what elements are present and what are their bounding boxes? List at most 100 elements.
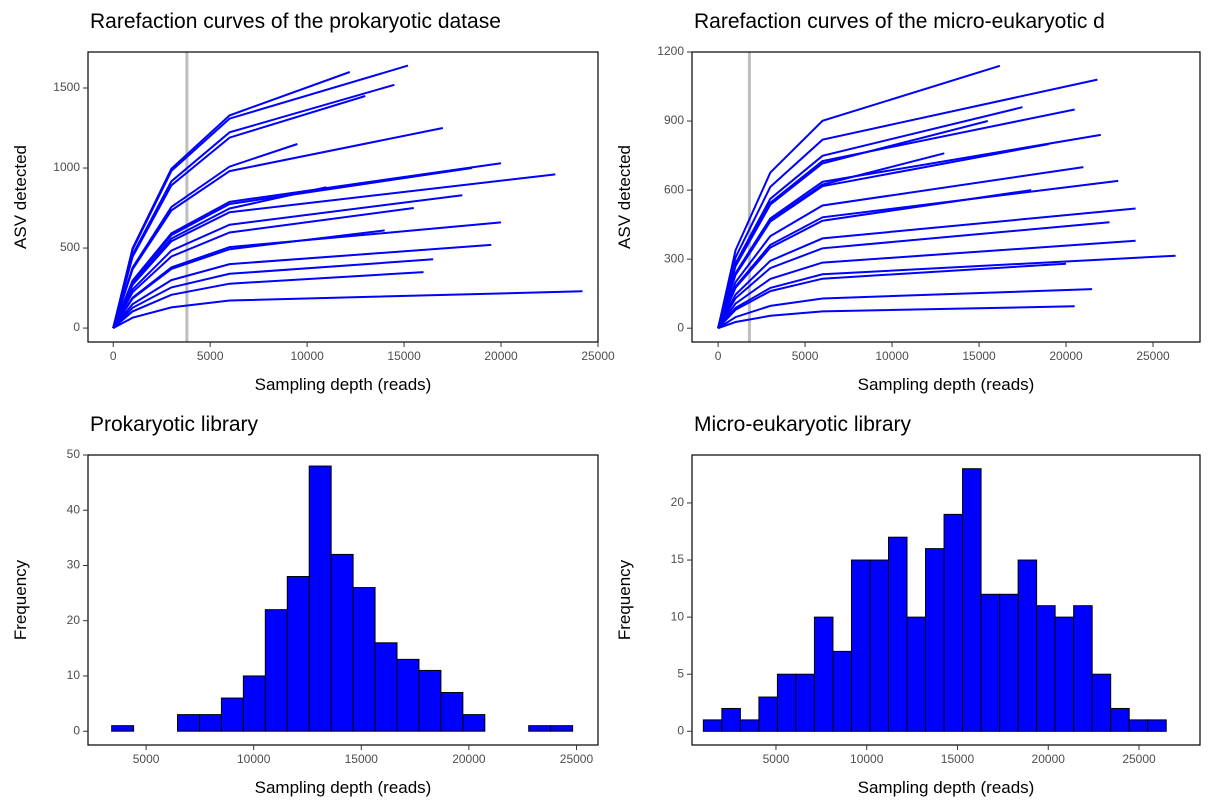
- rarefaction-curve: [717, 305, 1075, 330]
- histogram-bar: [220, 697, 244, 732]
- histogram-bar: [1110, 707, 1130, 732]
- panel: Prokaryotic library Sampling depth (reads…: [11, 413, 599, 797]
- histogram-bar: [813, 616, 834, 732]
- histogram-bar: [721, 707, 741, 732]
- histogram-bar: [111, 725, 135, 732]
- x-tick-label: 5000: [792, 349, 819, 363]
- y-tick-label: 15: [671, 552, 685, 566]
- rarefaction-curve: [717, 166, 1084, 329]
- x-tick-label: 10000: [290, 349, 324, 363]
- x-tick-label: 0: [110, 349, 117, 363]
- x-tick-label: 15000: [345, 752, 379, 766]
- histogram-bar: [330, 553, 354, 732]
- rarefaction-curve: [717, 207, 1136, 329]
- histogram-bar: [739, 719, 760, 732]
- histogram-bar: [462, 714, 486, 732]
- x-tick-label: 5000: [197, 349, 224, 363]
- x-axis-label: Sampling depth (reads): [255, 375, 432, 394]
- rarefaction-curve: [717, 262, 1067, 329]
- y-tick-label: 0: [677, 320, 684, 334]
- x-tick-label: 20000: [1032, 752, 1066, 766]
- rarefaction-curve: [717, 64, 1001, 329]
- histogram-bar: [308, 465, 332, 732]
- histogram-bar: [440, 692, 464, 732]
- rarefaction-curve: [717, 288, 1093, 330]
- rarefaction-curve: [112, 173, 556, 329]
- x-tick-label: 0: [715, 349, 722, 363]
- y-tick-label: 1200: [657, 44, 684, 58]
- rarefaction-curve: [717, 189, 1032, 329]
- histogram-bar: [242, 675, 266, 732]
- rarefaction-curve: [112, 83, 395, 329]
- x-tick-label: 25000: [560, 752, 594, 766]
- rarefaction-curve: [112, 143, 298, 329]
- rarefaction-curve: [717, 133, 1101, 329]
- histogram-bar: [795, 673, 815, 732]
- x-tick-label: 5000: [133, 752, 160, 766]
- histogram-bar: [286, 576, 310, 732]
- histogram-bar: [1128, 719, 1149, 732]
- histogram-bar: [980, 593, 1001, 732]
- x-tick-label: 15000: [387, 349, 421, 363]
- histogram-bar: [758, 696, 778, 732]
- x-tick-label: 20000: [484, 349, 518, 363]
- histogram-bar: [198, 714, 222, 732]
- histogram-bar: [869, 559, 890, 732]
- histogram-bar: [352, 587, 376, 732]
- x-tick-label: 25000: [1122, 752, 1156, 766]
- panel: Rarefaction curves of the micro-eukaryot…: [615, 10, 1201, 394]
- rarefaction-curve: [717, 254, 1176, 329]
- histogram-bar: [943, 513, 964, 732]
- x-tick-label: 25000: [581, 349, 615, 363]
- x-tick-label: 25000: [1136, 349, 1170, 363]
- panel: Rarefaction curves of the prokaryotic da…: [11, 10, 615, 394]
- y-tick-label: 10: [67, 668, 81, 682]
- rarefaction-curve: [112, 229, 385, 329]
- histogram-bar: [1017, 559, 1038, 732]
- x-tick-label: 10000: [237, 752, 271, 766]
- rarefaction-curve: [112, 243, 492, 329]
- x-tick-label: 15000: [941, 752, 975, 766]
- y-tick-label: 40: [67, 502, 81, 516]
- y-axis-label: Frequency: [11, 559, 30, 640]
- y-tick-label: 900: [664, 113, 684, 127]
- x-axis-label: Sampling depth (reads): [255, 778, 432, 797]
- rarefaction-curve: [112, 271, 424, 329]
- y-axis-label: ASV detected: [11, 145, 30, 249]
- histogram-bar: [702, 719, 723, 732]
- histogram-bar: [925, 548, 945, 732]
- rarefaction-curve: [112, 290, 583, 329]
- plot-frame: [691, 454, 1201, 746]
- y-tick-label: 600: [664, 182, 684, 196]
- x-tick-label: 10000: [875, 349, 909, 363]
- x-tick-label: 20000: [452, 752, 486, 766]
- histogram-bar: [776, 673, 797, 732]
- y-tick-label: 1500: [53, 80, 80, 94]
- y-tick-label: 20: [67, 613, 81, 627]
- y-tick-label: 30: [67, 558, 81, 572]
- rarefaction-curve: [717, 239, 1136, 329]
- histogram-bar: [850, 559, 871, 732]
- x-axis-label: Sampling depth (reads): [858, 375, 1035, 394]
- panel-title: Rarefaction curves of the micro-eukaryot…: [694, 10, 1105, 33]
- rarefaction-curve: [112, 167, 473, 329]
- y-tick-label: 300: [664, 251, 684, 265]
- y-tick-label: 20: [671, 495, 685, 509]
- rarefaction-curve: [717, 78, 1098, 329]
- panel: Micro-eukaryotic library Sampling depth (…: [615, 413, 1201, 797]
- x-tick-label: 20000: [1049, 349, 1083, 363]
- plot-frame: [691, 51, 1201, 343]
- y-tick-label: 10: [671, 609, 685, 623]
- histogram-bar: [528, 725, 552, 732]
- x-axis-label: Sampling depth (reads): [858, 778, 1035, 797]
- plot-frame: [87, 51, 599, 343]
- histogram-bar: [888, 536, 908, 732]
- histogram-bar: [962, 468, 982, 732]
- histogram-bar: [1036, 605, 1056, 732]
- y-axis-label: ASV detected: [615, 145, 634, 249]
- histogram-bar: [1147, 719, 1167, 732]
- plot-frame: [87, 454, 599, 746]
- y-tick-label: 5: [677, 666, 684, 680]
